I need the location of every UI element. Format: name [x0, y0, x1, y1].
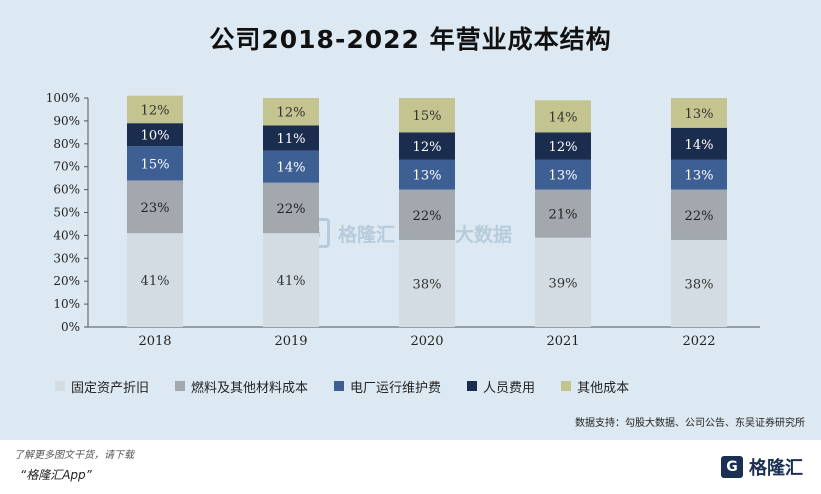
data-label: 11%	[277, 132, 306, 147]
bar-segment	[399, 98, 455, 133]
y-tick-label: 0%	[61, 320, 80, 334]
legend-item: 固定资产折旧	[55, 377, 149, 396]
data-label: 22%	[277, 202, 306, 217]
bar-segment	[671, 239, 727, 327]
footer-app-name: “格隆汇App”	[20, 468, 92, 482]
watermark-brand: 格隆汇	[338, 223, 396, 246]
bar-segment	[671, 159, 727, 190]
data-label: 22%	[685, 209, 714, 224]
legend-swatch	[175, 381, 186, 391]
legend-item: 燃料及其他材料成本	[175, 377, 308, 396]
brand-g-icon: G	[721, 456, 743, 478]
x-tick-label: 2018	[138, 334, 171, 349]
footer-note: 了解更多图文干货，请下载	[14, 450, 134, 461]
y-tick-label: 30%	[53, 251, 80, 265]
y-tick-label: 80%	[53, 137, 80, 151]
legend-item: 其他成本	[561, 377, 629, 396]
bar-segment	[535, 132, 591, 160]
data-label: 13%	[685, 169, 714, 184]
bar-segment	[535, 189, 591, 238]
data-label: 12%	[413, 140, 442, 155]
y-tick-label: 90%	[53, 114, 80, 128]
y-tick-label: 100%	[46, 91, 80, 105]
data-label: 41%	[277, 274, 306, 289]
data-label: 10%	[141, 129, 170, 144]
bar-segment	[671, 98, 727, 128]
y-tick-label: 10%	[53, 297, 80, 311]
legend-label: 燃料及其他材料成本	[191, 380, 309, 396]
data-label: 13%	[685, 107, 714, 122]
data-label: 12%	[141, 103, 170, 118]
data-label: 14%	[549, 110, 578, 125]
bar-segment	[127, 95, 183, 124]
bar-segment	[535, 100, 591, 133]
data-label: 41%	[141, 274, 170, 289]
data-label: 14%	[277, 161, 306, 176]
data-label: 13%	[413, 169, 442, 184]
bar-segment	[263, 98, 319, 126]
legend-swatch	[561, 381, 572, 391]
source-note: 数据支持：勾股大数据、公司公告、东吴证券研究所	[575, 418, 805, 429]
chart-title: 公司2018-2022 年营业成本结构	[209, 25, 612, 54]
bar-segment	[399, 239, 455, 327]
bar-segment	[263, 182, 319, 234]
data-label: 15%	[413, 109, 442, 124]
y-tick-label: 50%	[53, 206, 80, 220]
bar-segment	[127, 146, 183, 181]
legend-label: 电厂运行维护费	[350, 380, 442, 396]
legend-swatch	[467, 381, 478, 391]
bar-segment	[399, 132, 455, 160]
bar-segment	[127, 180, 183, 234]
data-label: 22%	[413, 209, 442, 224]
bar-segment	[399, 189, 455, 240]
data-label: 23%	[141, 201, 170, 216]
legend-label: 人员费用	[483, 380, 536, 396]
legend-item: 人员费用	[467, 377, 535, 396]
brand-name: 格隆汇	[749, 458, 803, 479]
bar-segment	[263, 150, 319, 183]
legend-swatch	[55, 381, 65, 391]
legend-item: 电厂运行维护费	[334, 377, 441, 396]
data-label: 21%	[549, 208, 578, 223]
bar-segment	[535, 159, 591, 190]
bar-segment	[127, 123, 183, 147]
x-tick-label: 2022	[682, 334, 715, 349]
legend-label: 固定资产折旧	[71, 380, 150, 396]
x-tick-label: 2020	[410, 334, 443, 349]
bar-segment	[671, 189, 727, 240]
data-label: 13%	[549, 169, 578, 184]
bar-segment	[535, 237, 591, 327]
bar-segment	[671, 127, 727, 160]
y-tick-label: 20%	[53, 274, 80, 288]
chart-legend: 固定资产折旧 燃料及其他材料成本 电厂运行维护费 人员费用 其他成本	[55, 376, 775, 396]
data-label: 14%	[685, 138, 714, 153]
data-label: 15%	[141, 157, 170, 172]
y-tick-label: 70%	[53, 160, 80, 174]
data-label: 38%	[413, 277, 442, 292]
data-label: 38%	[685, 277, 714, 292]
bar-segment	[263, 233, 319, 327]
bar-segment	[399, 159, 455, 190]
x-tick-label: 2021	[546, 334, 579, 349]
brand-logo[interactable]: G 格隆汇	[721, 454, 803, 480]
legend-swatch	[334, 381, 345, 391]
data-label: 39%	[549, 276, 578, 291]
data-label: 12%	[549, 140, 578, 155]
legend-label: 其他成本	[577, 380, 630, 396]
stacked-bar-chart: 0% 10% 20% 30% 40% 50% 60% 70% 80% 90% 100% 2018 41%…	[46, 91, 760, 349]
data-label: 12%	[277, 106, 306, 121]
y-tick-label: 40%	[53, 228, 80, 242]
x-tick-label: 2019	[274, 334, 307, 349]
bar-segment	[127, 233, 183, 327]
y-tick-label: 60%	[53, 183, 80, 197]
bar-segment	[263, 125, 319, 151]
